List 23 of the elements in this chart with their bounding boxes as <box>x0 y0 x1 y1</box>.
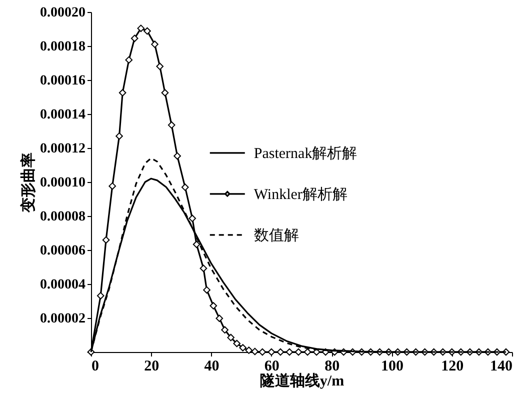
x-tick-label: 80 <box>324 358 340 374</box>
y-tick-label: 0.00014 <box>40 108 86 122</box>
x-tick-label: 60 <box>264 358 280 374</box>
y-axis-title: 变形曲率 <box>19 152 37 214</box>
x-tick-label: 120 <box>441 358 464 374</box>
y-tick-label: 0.00020 <box>40 6 86 20</box>
y-tick-label: 0.00006 <box>40 244 86 258</box>
x-tick-label: 40 <box>204 358 220 374</box>
x-tick-label: 0 <box>92 358 99 374</box>
x-tick-label: 100 <box>380 358 404 374</box>
y-tick-label: 0.00016 <box>40 74 86 88</box>
y-tick-label: 0.00012 <box>40 142 86 156</box>
x-axis-title: 隧道轴线y/m <box>260 372 345 390</box>
legend-label: Winkler解析解 <box>254 186 348 203</box>
legend-label: 数值解 <box>254 228 299 244</box>
y-tick-label: 0.00010 <box>40 176 86 190</box>
legend-label: Pasternak解析解 <box>254 144 358 162</box>
y-tick-label: 0.00018 <box>40 40 86 54</box>
y-tick-label: 0.00004 <box>40 278 86 292</box>
x-tick-label: 140 <box>490 358 512 374</box>
y-tick-label: 0.00002 <box>40 312 86 326</box>
x-tick-label: 20 <box>144 358 160 374</box>
y-tick-label: 0.00008 <box>40 210 86 224</box>
